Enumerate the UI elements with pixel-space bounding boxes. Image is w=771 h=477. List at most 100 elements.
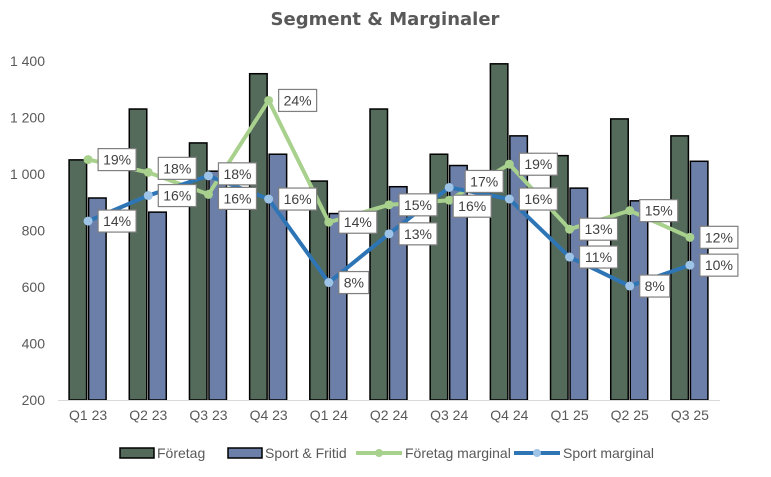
legend-item: Företag bbox=[119, 445, 205, 461]
data-label-text: 14% bbox=[103, 213, 131, 229]
data-label: 18% bbox=[157, 156, 197, 180]
data-label-box bbox=[518, 152, 558, 176]
data-label-box bbox=[157, 183, 197, 208]
data-label: 12% bbox=[699, 225, 739, 249]
marker-sport-marginal bbox=[565, 252, 575, 262]
data-label: 13% bbox=[578, 217, 619, 241]
data-label: 14% bbox=[338, 210, 378, 234]
x-tick-label: Q2 25 bbox=[611, 407, 649, 423]
data-label: 13% bbox=[398, 222, 438, 246]
data-label: 19% bbox=[518, 152, 558, 176]
data-label-box bbox=[518, 187, 558, 211]
marker-sport-marginal bbox=[264, 194, 274, 204]
legend: Företag Sport & Fritid Företag marginal Spo… bbox=[119, 445, 654, 461]
marker-sport-marginal bbox=[83, 216, 93, 226]
marker-foretag-marginal bbox=[203, 189, 213, 199]
bar-sport-fritid bbox=[689, 160, 709, 401]
data-label-box bbox=[217, 162, 258, 186]
data-label-box bbox=[578, 217, 619, 241]
data-label: 10% bbox=[699, 253, 739, 277]
data-label-box bbox=[278, 187, 318, 211]
marker-foretag-marginal bbox=[444, 195, 454, 205]
x-axis-ticks: Q1 23 Q2 23 Q3 23 Q4 23 Q1 24 Q2 24 Q3 24 Q4 24… bbox=[69, 407, 709, 423]
bar-foretag bbox=[68, 159, 88, 401]
x-tick-label: Q2 23 bbox=[129, 407, 167, 423]
marker-foretag-marginal bbox=[685, 232, 695, 242]
data-label: 16% bbox=[452, 194, 492, 218]
legend-item: Sport & Fritid bbox=[227, 445, 347, 461]
data-label-text: 8% bbox=[344, 275, 364, 291]
legend-marker bbox=[533, 449, 541, 457]
x-tick-label: Q2 24 bbox=[370, 407, 408, 423]
marker-foretag-marginal bbox=[384, 200, 394, 210]
marker-sport-marginal bbox=[324, 278, 334, 288]
data-label-box bbox=[217, 186, 258, 210]
bar-sport-fritid bbox=[629, 200, 649, 401]
legend-label: Sport & Fritid bbox=[265, 445, 347, 461]
y-tick-label: 1 400 bbox=[10, 53, 45, 69]
y-tick-label: 1 000 bbox=[10, 166, 45, 182]
legend-item: Sport marginal bbox=[514, 445, 654, 461]
data-label-box bbox=[398, 193, 438, 217]
legend-item: Företag marginal bbox=[356, 445, 511, 461]
marker-sport-marginal bbox=[504, 194, 514, 204]
data-label: 8% bbox=[338, 270, 370, 295]
marker-sport-marginal bbox=[203, 171, 213, 181]
marker-sport-marginal bbox=[625, 281, 635, 291]
data-label-box bbox=[699, 253, 739, 277]
bar-sport-fritid bbox=[328, 212, 348, 401]
data-label-text: 16% bbox=[524, 191, 552, 207]
data-label: 15% bbox=[639, 199, 679, 223]
marker-foretag-marginal bbox=[264, 95, 274, 105]
data-label-box bbox=[97, 148, 137, 172]
marker-foretag-marginal bbox=[83, 155, 93, 165]
legend-label: Företag marginal bbox=[405, 445, 511, 461]
data-label-text: 12% bbox=[705, 229, 733, 245]
marker-sport-marginal bbox=[685, 260, 695, 270]
data-label-text: 18% bbox=[223, 166, 251, 182]
bar-foretag bbox=[369, 108, 389, 401]
data-label-box bbox=[338, 270, 370, 295]
data-label: 8% bbox=[639, 274, 671, 298]
data-label-text: 16% bbox=[458, 198, 486, 214]
data-label-text: 13% bbox=[404, 226, 432, 242]
data-label: 15% bbox=[398, 193, 438, 217]
data-label-text: 16% bbox=[284, 191, 312, 207]
data-label: 16% bbox=[157, 183, 197, 208]
data-label-text: 19% bbox=[524, 156, 552, 172]
data-label-text: 19% bbox=[103, 152, 131, 168]
data-label-text: 16% bbox=[223, 190, 251, 206]
x-tick-label: Q3 25 bbox=[671, 407, 709, 423]
legend-label: Sport marginal bbox=[563, 445, 654, 461]
data-label: 16% bbox=[278, 187, 318, 211]
data-label: 14% bbox=[97, 209, 137, 233]
chart-title: Segment & Marginaler bbox=[271, 9, 500, 30]
data-label-box bbox=[157, 156, 197, 180]
y-tick-label: 400 bbox=[22, 336, 46, 352]
x-tick-label: Q4 23 bbox=[250, 407, 288, 423]
data-label-box bbox=[639, 199, 679, 223]
data-label-box bbox=[639, 274, 671, 298]
legend-marker bbox=[375, 449, 383, 457]
marker-foretag-marginal bbox=[143, 167, 153, 177]
data-label: 17% bbox=[464, 169, 504, 194]
data-label-text: 11% bbox=[585, 249, 612, 265]
marker-foretag-marginal bbox=[504, 159, 514, 169]
marker-sport-marginal bbox=[444, 182, 454, 192]
x-tick-label: Q3 23 bbox=[189, 407, 227, 423]
data-label: 16% bbox=[217, 186, 258, 210]
data-label-text: 16% bbox=[163, 188, 191, 204]
data-label-text: 15% bbox=[645, 203, 673, 219]
marker-sport-marginal bbox=[384, 229, 394, 239]
legend-swatch bbox=[119, 447, 155, 459]
data-label-box bbox=[398, 222, 438, 246]
data-label-text: 15% bbox=[404, 197, 432, 213]
marker-foretag-marginal bbox=[324, 217, 334, 227]
bar-foretag bbox=[489, 63, 509, 401]
data-label-text: 17% bbox=[470, 173, 498, 189]
data-label-box bbox=[452, 194, 492, 218]
x-tick-label: Q3 24 bbox=[430, 407, 468, 423]
y-axis-ticks: 200 400 600 800 1 000 1 200 1 400 bbox=[10, 53, 45, 408]
x-tick-label: Q1 24 bbox=[310, 407, 348, 423]
